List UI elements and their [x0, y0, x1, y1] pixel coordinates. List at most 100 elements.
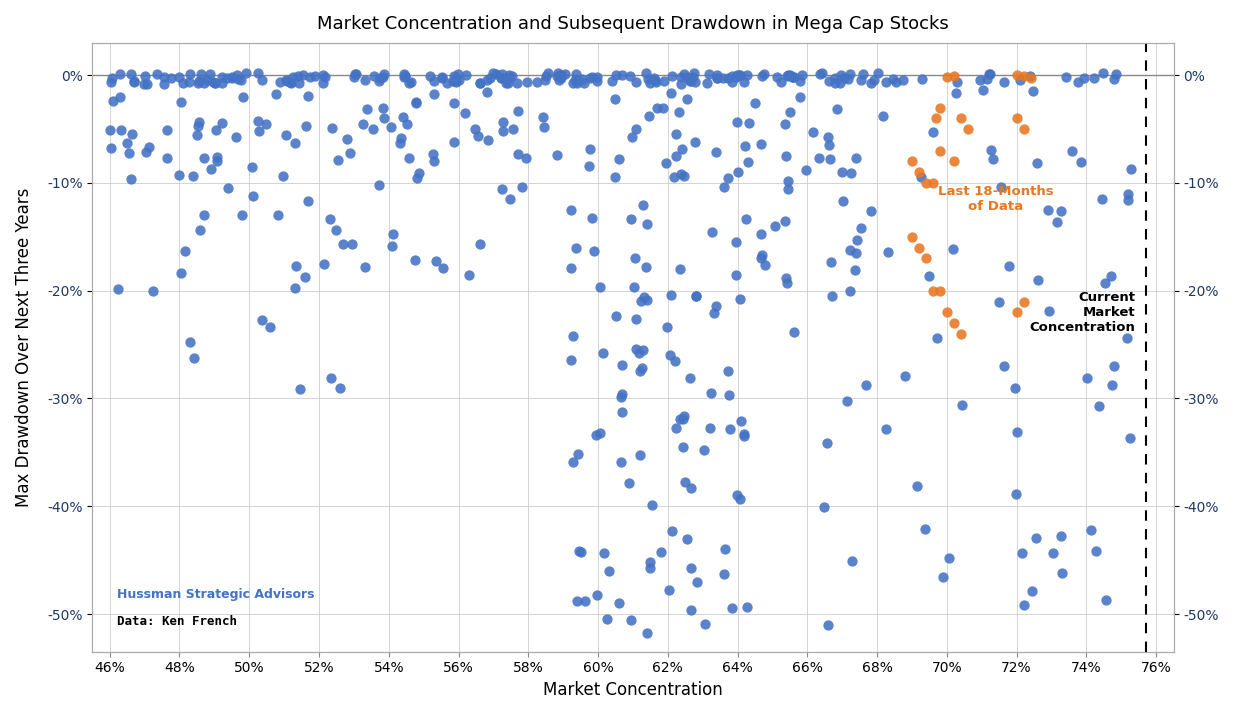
Point — [638, 73, 658, 84]
Point — [705, 307, 724, 318]
Point — [1087, 545, 1107, 557]
Point — [643, 499, 663, 511]
Point — [1118, 195, 1138, 206]
Point — [587, 589, 607, 600]
Point — [321, 373, 341, 384]
Point — [592, 347, 612, 358]
Point — [637, 628, 656, 639]
Point — [729, 69, 749, 81]
Point — [612, 359, 632, 371]
Point — [584, 245, 603, 256]
Point — [851, 74, 871, 86]
Point — [327, 224, 347, 236]
Point — [796, 165, 816, 176]
Point — [346, 68, 365, 79]
Point — [444, 70, 464, 81]
Point — [776, 151, 796, 162]
Point — [1023, 86, 1043, 97]
Point — [824, 73, 844, 84]
Point — [946, 87, 966, 99]
Point — [344, 71, 364, 83]
Point — [383, 241, 402, 252]
Point — [771, 76, 791, 88]
Point — [491, 69, 511, 80]
Point — [363, 124, 383, 135]
Point — [605, 94, 624, 105]
Point — [686, 290, 706, 301]
Point — [444, 136, 464, 148]
Point — [1006, 488, 1025, 500]
Point — [206, 151, 226, 163]
Point — [117, 138, 137, 149]
Point — [369, 180, 389, 191]
Point — [700, 68, 719, 79]
Point — [605, 171, 624, 183]
Point — [1043, 547, 1062, 558]
Point — [101, 142, 121, 154]
Point — [315, 71, 334, 83]
Point — [713, 72, 733, 84]
Point — [666, 151, 686, 162]
Point — [122, 173, 142, 184]
Point — [447, 76, 466, 88]
Point — [930, 145, 950, 156]
Point — [951, 399, 971, 411]
Point — [923, 285, 943, 296]
Point — [707, 72, 727, 84]
Point — [212, 71, 232, 83]
Point — [547, 70, 566, 81]
Point — [289, 77, 308, 89]
Point — [455, 107, 475, 119]
Point — [1118, 188, 1138, 200]
Point — [364, 70, 384, 81]
Point — [834, 72, 854, 84]
Y-axis label: Max Drawdown Over Next Three Years: Max Drawdown Over Next Three Years — [15, 188, 33, 507]
Point — [817, 438, 837, 449]
Point — [276, 129, 296, 141]
Point — [895, 370, 914, 381]
Point — [400, 78, 420, 89]
Point — [191, 68, 211, 79]
Point — [719, 390, 739, 401]
Point — [111, 124, 131, 136]
Point — [810, 69, 829, 80]
Point — [212, 78, 232, 89]
Point — [478, 86, 497, 98]
Point — [909, 166, 929, 178]
Point — [765, 221, 785, 232]
Point — [486, 68, 506, 79]
Point — [552, 72, 571, 84]
Point — [640, 562, 660, 573]
Point — [374, 68, 394, 79]
Point — [276, 75, 296, 86]
Point — [1006, 383, 1025, 394]
Point — [970, 74, 990, 86]
Point — [582, 212, 602, 223]
Point — [695, 618, 714, 630]
Point — [1096, 277, 1116, 288]
Point — [754, 69, 774, 80]
Point — [826, 78, 845, 89]
Point — [100, 125, 120, 136]
Point — [443, 76, 463, 87]
Point — [832, 69, 851, 80]
Point — [226, 131, 246, 143]
Point — [927, 113, 946, 124]
Point — [876, 76, 896, 88]
Point — [671, 169, 691, 180]
Point — [549, 74, 569, 85]
Point — [665, 355, 685, 366]
Point — [201, 68, 221, 79]
Point — [727, 71, 747, 83]
Point — [154, 71, 174, 83]
Point — [916, 177, 935, 188]
Point — [548, 67, 568, 79]
Point — [677, 94, 697, 105]
Point — [633, 344, 653, 356]
Point — [217, 73, 237, 84]
Point — [548, 149, 568, 161]
Point — [137, 78, 157, 89]
Point — [685, 76, 705, 88]
Point — [346, 68, 365, 79]
Point — [673, 441, 692, 453]
